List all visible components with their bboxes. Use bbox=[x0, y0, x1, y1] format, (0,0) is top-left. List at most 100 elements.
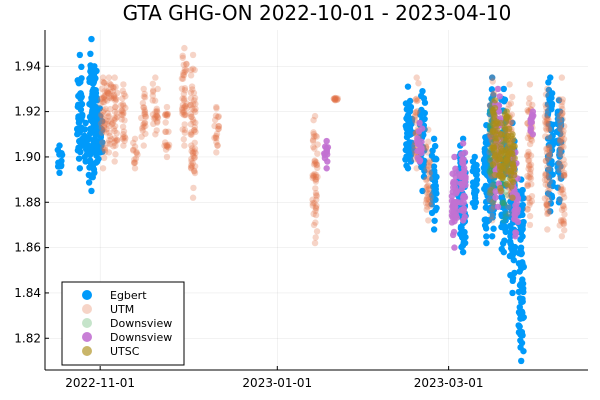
data-point bbox=[424, 183, 431, 190]
data-point bbox=[313, 202, 320, 209]
data-point bbox=[214, 142, 221, 149]
data-point bbox=[162, 111, 169, 119]
data-point bbox=[178, 106, 186, 113]
data-point bbox=[110, 93, 118, 100]
y-tick-label: 1.88 bbox=[14, 195, 41, 209]
data-point bbox=[149, 80, 157, 87]
data-point bbox=[546, 153, 553, 160]
data-point bbox=[104, 140, 111, 147]
data-point bbox=[547, 74, 554, 81]
data-point bbox=[94, 158, 101, 165]
data-point bbox=[500, 202, 508, 209]
data-point bbox=[543, 117, 551, 124]
data-point bbox=[311, 199, 318, 207]
data-point bbox=[310, 173, 317, 180]
data-point bbox=[542, 157, 550, 165]
data-point bbox=[509, 274, 517, 282]
data-point bbox=[190, 127, 198, 134]
data-point bbox=[471, 187, 478, 195]
data-point bbox=[99, 118, 106, 125]
data-point bbox=[544, 209, 552, 217]
data-point bbox=[75, 155, 83, 162]
data-point bbox=[459, 217, 467, 224]
data-point bbox=[183, 67, 190, 74]
data-point bbox=[310, 161, 318, 168]
data-point bbox=[528, 180, 535, 188]
data-point bbox=[182, 111, 189, 118]
data-point bbox=[487, 187, 495, 195]
data-point bbox=[179, 126, 186, 133]
data-point bbox=[91, 63, 98, 70]
data-point bbox=[545, 143, 553, 151]
data-point bbox=[103, 120, 111, 128]
data-point bbox=[181, 95, 188, 102]
data-point bbox=[179, 108, 186, 115]
data-point bbox=[415, 128, 423, 135]
data-point bbox=[141, 110, 149, 118]
data-point bbox=[140, 121, 147, 128]
data-point bbox=[119, 123, 127, 131]
data-point bbox=[556, 159, 563, 166]
data-point bbox=[86, 135, 93, 143]
data-point bbox=[56, 142, 63, 149]
data-point bbox=[486, 189, 493, 196]
data-point bbox=[99, 165, 107, 172]
data-point bbox=[527, 124, 535, 132]
data-point bbox=[542, 101, 549, 108]
data-point bbox=[558, 136, 565, 143]
data-point bbox=[545, 197, 553, 205]
data-point bbox=[191, 126, 198, 134]
data-point bbox=[108, 93, 115, 100]
data-point bbox=[103, 125, 110, 133]
data-point bbox=[500, 98, 508, 105]
data-point bbox=[183, 105, 190, 112]
data-point bbox=[499, 199, 506, 206]
data-point bbox=[556, 136, 564, 144]
data-point bbox=[524, 134, 532, 142]
data-point bbox=[99, 112, 106, 119]
data-point bbox=[119, 95, 126, 102]
data-point bbox=[461, 178, 469, 185]
data-point bbox=[510, 256, 517, 264]
data-point bbox=[178, 85, 186, 92]
data-point bbox=[188, 131, 195, 138]
data-point bbox=[181, 129, 189, 136]
data-point bbox=[490, 92, 497, 99]
data-point bbox=[321, 154, 329, 162]
data-point bbox=[499, 240, 507, 247]
data-point bbox=[501, 202, 508, 209]
data-point bbox=[107, 118, 115, 125]
data-point bbox=[421, 167, 428, 175]
data-point bbox=[407, 103, 415, 111]
data-point bbox=[526, 221, 534, 229]
data-point bbox=[192, 108, 199, 116]
data-point bbox=[191, 145, 199, 153]
data-point bbox=[524, 180, 531, 188]
data-point bbox=[525, 157, 532, 164]
data-point bbox=[558, 143, 565, 150]
data-point bbox=[414, 107, 421, 115]
data-point bbox=[433, 204, 440, 212]
data-point bbox=[212, 132, 220, 140]
data-point bbox=[96, 105, 104, 112]
legend-label: UTSC bbox=[110, 345, 140, 358]
data-point bbox=[518, 339, 526, 347]
data-point bbox=[543, 108, 550, 116]
data-point bbox=[492, 194, 499, 201]
data-point bbox=[548, 134, 555, 141]
axes-layer: 1.82 1.84 1.86 1.88 1.90 1.92 1.94 2022-11-01 20… bbox=[14, 30, 588, 390]
data-point bbox=[109, 87, 117, 95]
data-point bbox=[544, 112, 551, 119]
data-point bbox=[404, 83, 412, 90]
data-point bbox=[120, 81, 127, 88]
data-point bbox=[122, 104, 129, 112]
data-point bbox=[428, 209, 436, 217]
data-point bbox=[211, 122, 218, 130]
data-point bbox=[112, 137, 119, 144]
data-point bbox=[192, 105, 199, 113]
data-point bbox=[191, 139, 198, 146]
data-point bbox=[188, 155, 195, 163]
data-point bbox=[546, 181, 554, 189]
data-point bbox=[163, 111, 171, 119]
